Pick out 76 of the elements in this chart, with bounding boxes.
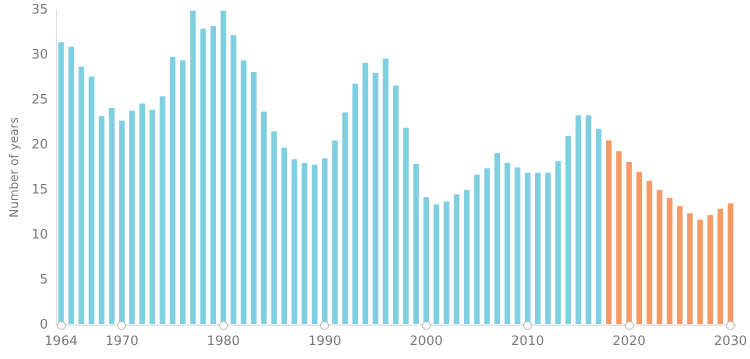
- bar: [544, 172, 552, 325]
- bar: [158, 96, 166, 325]
- bar: [473, 174, 481, 325]
- bar: [666, 197, 674, 325]
- bar: [646, 180, 653, 325]
- bar: [260, 110, 268, 325]
- x-tick-label: 1990: [308, 334, 342, 349]
- bar: [199, 28, 207, 325]
- x-tick-label: 1970: [105, 334, 138, 349]
- x-tick-label: 2000: [410, 334, 443, 349]
- bar: [584, 114, 592, 325]
- y-tick-label: 0: [40, 318, 48, 332]
- bar: [352, 82, 359, 325]
- bar: [706, 214, 714, 325]
- bar: [382, 58, 390, 325]
- bar: [564, 135, 572, 325]
- y-tick-label: 20: [31, 138, 48, 152]
- bar: [554, 160, 562, 325]
- bar: [189, 10, 197, 325]
- bar: [504, 162, 511, 325]
- y-tick-label: 35: [31, 2, 48, 18]
- bar: [68, 46, 75, 325]
- bar: [534, 172, 542, 325]
- bar: [442, 200, 450, 325]
- bar: [605, 140, 612, 325]
- bar: [656, 189, 664, 325]
- x-tick-label: 1964: [44, 334, 78, 349]
- bar: [98, 115, 106, 325]
- y-tick-label: 5: [40, 272, 48, 288]
- bar: [270, 130, 278, 325]
- x-tick-label: 2020: [612, 334, 646, 349]
- bar: [372, 72, 380, 325]
- y-tick-label: 15: [31, 182, 48, 198]
- bar: [432, 204, 440, 325]
- y-axis-title: Number of years: [7, 117, 21, 218]
- bar: [148, 109, 156, 325]
- bar: [300, 162, 308, 325]
- bar: [514, 166, 522, 325]
- bar: [88, 76, 96, 325]
- bar: [362, 62, 369, 325]
- bar: [280, 146, 288, 325]
- x-tick-label: 1980: [206, 334, 240, 349]
- bar: [290, 158, 298, 325]
- x-tick-label: 2010: [511, 334, 544, 349]
- bar: [210, 25, 217, 325]
- bar: [392, 84, 400, 325]
- bar: [179, 60, 186, 325]
- bar: [463, 189, 470, 325]
- bar: [686, 212, 694, 325]
- y-tick-label: 25: [31, 92, 48, 108]
- bar: [716, 208, 724, 325]
- bar: [676, 205, 684, 325]
- bar: [696, 218, 704, 325]
- bar: [138, 102, 146, 325]
- bar: [128, 110, 136, 325]
- bar: [636, 171, 643, 325]
- bar: [250, 71, 258, 325]
- bar: [331, 140, 339, 325]
- bar: [78, 66, 85, 325]
- bar: [108, 107, 116, 325]
- bar: [311, 164, 318, 325]
- x-tick-label: 2030: [714, 334, 748, 349]
- bar: [230, 34, 238, 325]
- bar: [574, 114, 582, 325]
- y-tick-label: 30: [31, 48, 48, 62]
- bar: [341, 112, 349, 325]
- bar: [595, 128, 602, 325]
- bar: [412, 163, 420, 325]
- bar: [240, 60, 248, 325]
- bar: [483, 168, 491, 325]
- bar: [169, 56, 176, 325]
- bar: [402, 127, 410, 325]
- bar: [453, 194, 460, 325]
- y-tick-label: 10: [31, 228, 48, 242]
- bar: [494, 152, 501, 325]
- bar: [615, 150, 623, 325]
